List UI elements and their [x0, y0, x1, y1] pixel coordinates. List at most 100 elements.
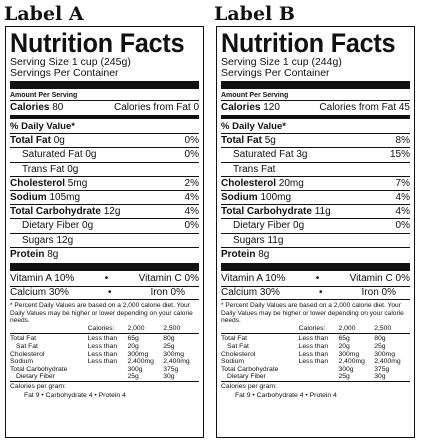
table-row: Sat Fat Less than 20g 25g [10, 343, 199, 351]
label-a-caption: Label A [4, 3, 84, 25]
table-cell: 300mg [163, 350, 185, 358]
total-fat-amount: 5g [264, 135, 276, 147]
table-cell: 2,500 [163, 324, 199, 335]
table-cell [299, 373, 339, 381]
thick-divider [221, 263, 410, 272]
calories-value: 120 [263, 102, 280, 113]
mineral-row: Calcium 30% • Iron 0% [221, 285, 410, 300]
serving-size: Serving Size 1 cup (245g) [10, 56, 131, 68]
servings-per-container: Servings Per Container [221, 67, 330, 79]
protein-amount: 8g [258, 248, 270, 260]
table-cell: 2,400mg [163, 358, 190, 366]
table-row: Cholesterol Less than 300mg 300mg [10, 351, 199, 359]
thick-divider [10, 81, 199, 89]
table-cell: 2,000 [338, 324, 375, 335]
protein-amount: 8g [47, 248, 59, 260]
calories-from-fat-label: Calories from Fat [319, 102, 397, 113]
table-header-row: Calories: 2,000 2,500 [221, 324, 410, 335]
saturated-fat-dv: 15% [389, 149, 410, 161]
table-cell: 65g [338, 335, 350, 343]
cholesterol-dv: 7% [395, 177, 410, 189]
table-cell [10, 324, 88, 335]
table-cell: 80g [163, 335, 175, 343]
total-carb-amount: 11g [314, 206, 331, 218]
trans-fat-row: Trans Fat [221, 161, 410, 176]
vitamin-row: Vitamin A 10% • Vitamin C 0% [10, 273, 199, 286]
table-cell: Calories: [298, 324, 339, 335]
nutrition-facts-title: Nutrition Facts [221, 28, 396, 58]
table-cell: 25g [374, 343, 386, 350]
table-row: Dietary Fiber 25g 30g [221, 373, 410, 381]
total-fat-row: Total Fat 5g 8% [221, 133, 410, 147]
table-cell: 80g [374, 335, 386, 343]
table-cell: 300g [338, 365, 354, 373]
calories-label: Calories [221, 102, 261, 113]
table-cell: Less than [298, 350, 329, 358]
dietary-fiber-amount: 0g [82, 220, 94, 232]
table-cell [88, 366, 128, 374]
total-carb-dv: 4% [395, 206, 410, 218]
table-cell: 20g [338, 343, 350, 350]
table-cell: Dietary Fiber [227, 373, 266, 381]
calories-from-fat-label: Calories from Fat [113, 102, 191, 113]
daily-values-table: Calories: 2,000 2,500 Total Fat Less tha… [221, 324, 410, 381]
table-cell: 2,400mg [127, 358, 154, 366]
calories-per-gram: Calories per gram: [10, 380, 199, 391]
total-carb-row: Total Carbohydrate 12g 4% [10, 204, 199, 218]
calories-from-fat-value: 45 [398, 102, 410, 113]
table-row: Total Fat Less than 65g 80g [221, 334, 410, 343]
nutrition-facts-title: Nutrition Facts [10, 28, 185, 58]
table-cell: Sat Fat [16, 343, 38, 350]
bullet: • [315, 273, 320, 285]
table-cell: 300g [127, 365, 143, 373]
table-cell: Less than [87, 350, 118, 358]
total-carb-label: Total Carbohydrate [10, 206, 101, 218]
calcium-value: 30% [259, 286, 280, 298]
iron-label: Iron [150, 286, 168, 298]
sugars-amount: 11g [267, 234, 284, 246]
sugars-label: Sugars [22, 234, 54, 246]
sugars-row: Sugars 12g [10, 232, 199, 247]
table-cell: Less than [87, 335, 118, 343]
table-row: Sodium Less than 2,400mg 2,400mg [10, 358, 199, 366]
nutrition-label-a: Nutrition Facts Serving Size 1 cup (245g… [5, 26, 204, 438]
cholesterol-label: Cholesterol [221, 177, 277, 189]
amount-per-serving: Amount Per Serving [10, 92, 78, 99]
table-cell: 30g [163, 373, 175, 381]
cholesterol-label: Cholesterol [10, 177, 66, 189]
table-cell: Less than [87, 343, 118, 350]
sugars-amount: 12g [56, 234, 74, 246]
table-cell: 25g [338, 373, 350, 381]
dietary-fiber-amount: 0g [293, 220, 305, 232]
total-fat-label: Total Fat [10, 135, 51, 147]
calories-value: 80 [52, 102, 64, 113]
total-carb-row: Total Carbohydrate 11g 4% [221, 204, 410, 218]
calories-per-gram: Calories per gram: [221, 380, 410, 391]
total-fat-row: Total Fat 0g 0% [10, 133, 199, 147]
calories-row: Calories 80 Calories from Fat 0 [10, 100, 199, 114]
daily-value-header: % Daily Value* [10, 121, 75, 133]
vitamin-c-value: 0% [184, 273, 199, 285]
saturated-fat-amount: 0g [85, 149, 97, 161]
vitamin-c-value: 0% [395, 273, 410, 285]
dietary-fiber-label: Dietary Fiber [233, 220, 291, 232]
trans-fat-row: Trans Fat 0g [10, 161, 199, 176]
total-carb-label: Total Carbohydrate [221, 206, 312, 218]
total-fat-dv: 8% [395, 135, 410, 147]
thick-divider [10, 263, 199, 272]
calcium-label: Calcium [10, 286, 47, 298]
table-cell: 25g [127, 373, 139, 381]
bullet: • [104, 273, 109, 285]
total-fat-amount: 0g [53, 135, 65, 147]
protein-row: Protein 8g [221, 246, 410, 261]
vitamin-a-value: 10% [54, 273, 75, 285]
bullet: • [107, 286, 112, 298]
total-carb-dv: 4% [184, 206, 199, 218]
table-cell: Total Fat [221, 335, 248, 343]
table-cell: Total Carbohydrate [10, 365, 68, 373]
table-cell: 30g [374, 373, 386, 381]
vitamin-c-label: Vitamin C [138, 273, 182, 285]
saturated-fat-row: Saturated Fat 0g 0% [10, 147, 199, 161]
table-cell: Less than [298, 358, 329, 366]
table-cell: Sodium [10, 358, 34, 366]
